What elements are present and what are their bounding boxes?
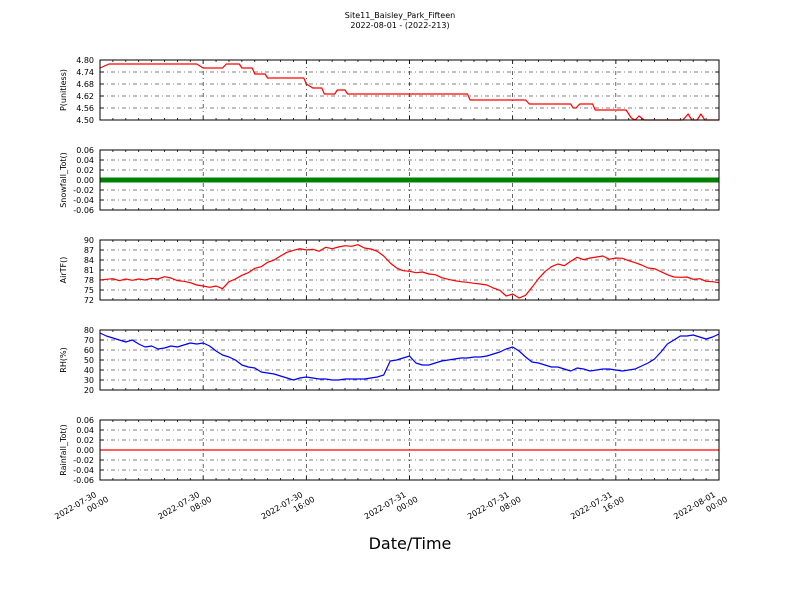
y-tick-label: 87	[84, 246, 94, 255]
y-tick-label: 81	[84, 266, 94, 275]
y-tick-label: 4.80	[76, 56, 94, 65]
axes-frame	[99, 329, 720, 391]
x-tick-label: 2022-07-3000:00	[53, 486, 110, 530]
y-tick-label: -0.02	[73, 186, 94, 195]
y-tick-label: 84	[84, 256, 94, 265]
x-tick-label: 2022-07-3108:00	[466, 486, 523, 530]
axes-frame	[99, 239, 720, 301]
x-tick-label: 2022-07-3116:00	[569, 486, 626, 530]
series-line	[99, 332, 720, 381]
x-tick-label: 2022-07-3100:00	[363, 486, 420, 530]
x-axis-label: Date/Time	[368, 534, 452, 553]
y-tick-label: 0.06	[76, 416, 94, 425]
y-tick-label: 30	[84, 376, 94, 385]
y-tick-label: 0.04	[76, 426, 94, 435]
y-tick-label: 72	[84, 296, 94, 305]
y-axis-label: Snowfall_Tot()	[59, 152, 68, 208]
series-line	[99, 63, 719, 121]
axes-frame	[99, 419, 720, 481]
y-axis-label: Rainfall_Tot()	[59, 424, 68, 476]
y-tick-label: -0.04	[73, 196, 94, 205]
y-tick-label: 20	[84, 386, 94, 395]
axes-frame	[99, 149, 720, 211]
y-tick-label: 50	[84, 356, 94, 365]
y-tick-label: 0.00	[76, 446, 94, 455]
y-tick-label: 4.56	[76, 104, 94, 113]
y-tick-label: 4.50	[76, 116, 94, 125]
y-tick-label: 0.02	[76, 436, 94, 445]
y-tick-label: 0.02	[76, 166, 94, 175]
y-tick-label: -0.06	[73, 206, 94, 215]
y-tick-label: 0.04	[76, 156, 94, 165]
y-tick-label: 4.68	[76, 80, 94, 89]
x-tick-label: 2022-08-0100:00	[672, 486, 729, 530]
chart-title-block: Site11_Baisley_Park_Fifteen 2022-08-01 -…	[0, 11, 800, 31]
y-tick-label: 0.06	[76, 146, 94, 155]
y-tick-label: 4.62	[76, 92, 94, 101]
axes-frame	[99, 59, 720, 121]
y-tick-label: -0.06	[73, 476, 94, 485]
y-tick-label: 70	[84, 336, 94, 345]
y-tick-label: 60	[84, 346, 94, 355]
y-tick-label: 80	[84, 326, 94, 335]
y-axis-label: P(unitless)	[59, 69, 68, 111]
y-tick-label: 75	[84, 286, 94, 295]
x-tick-label: 2022-07-3008:00	[156, 486, 213, 530]
series-line	[99, 244, 720, 299]
y-tick-label: -0.04	[73, 466, 94, 475]
y-axis-label: AirTF()	[59, 257, 68, 284]
y-tick-label: 40	[84, 366, 94, 375]
y-tick-label: 0.00	[76, 176, 94, 185]
chart-title: Site11_Baisley_Park_Fifteen	[344, 11, 456, 20]
chart-subtitle: 2022-08-01 - (2022-213)	[350, 21, 450, 30]
y-tick-label: 78	[84, 276, 94, 285]
x-tick-label: 2022-07-3016:00	[260, 486, 317, 530]
y-tick-label: 4.74	[76, 68, 94, 77]
y-tick-label: 90	[84, 236, 94, 245]
y-axis-label: RH(%)	[59, 347, 68, 372]
y-tick-label: -0.02	[73, 456, 94, 465]
